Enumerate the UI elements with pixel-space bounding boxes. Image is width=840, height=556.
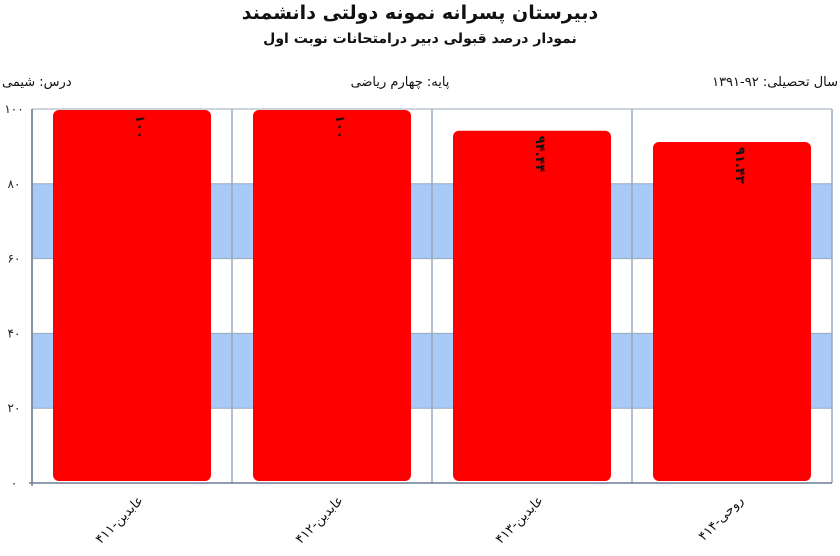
bar xyxy=(653,142,811,481)
y-tick-label: ۸۰ xyxy=(8,177,21,191)
y-tick-label: ۱۰۰ xyxy=(4,102,23,116)
grade-label: پایه: چهارم ریاضی xyxy=(350,75,450,90)
data-label: ۹۴.۴۴ xyxy=(532,136,547,173)
subject-label: درس: شیمی xyxy=(2,75,72,90)
x-tick-label: عابدین-۴۱۳ xyxy=(493,493,547,547)
chart-subtitle: نمودار درصد قبولی دبیر درامتحانات نوبت ا… xyxy=(263,31,577,47)
bar xyxy=(453,130,611,481)
y-tick-label: ۰ xyxy=(11,476,17,490)
x-tick-label: عابدین-۴۱۱ xyxy=(93,493,147,547)
academic-year-label: سال تحصیلی: ۹۲-۱۳۹۱ xyxy=(712,75,838,90)
y-tick-label: ۲۰ xyxy=(8,401,21,415)
y-tick-label: ۶۰ xyxy=(8,252,21,266)
data-label: ۹۱.۴۳ xyxy=(732,147,747,184)
data-label: ۱۰۰ xyxy=(332,115,347,139)
data-label: ۱۰۰ xyxy=(132,115,147,139)
bar xyxy=(253,110,411,481)
bar xyxy=(53,110,211,481)
x-tick-label: عابدین-۴۱۲ xyxy=(293,493,347,547)
chart-title: دبیرستان پسرانه نمونه دولتی دانشمند xyxy=(241,2,599,24)
x-tick-label: روحی-۴۱۴ xyxy=(696,493,747,544)
y-tick-label: ۴۰ xyxy=(8,326,21,340)
